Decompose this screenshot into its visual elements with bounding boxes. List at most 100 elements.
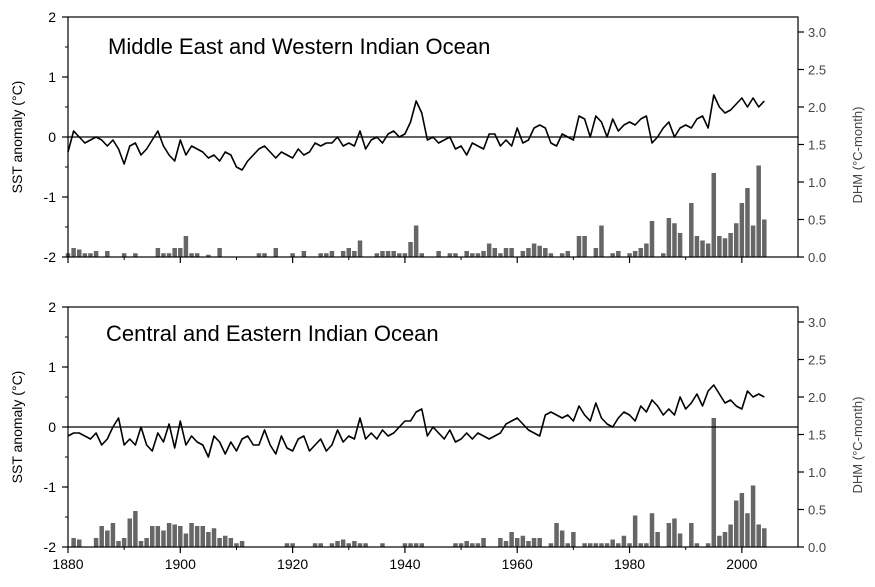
y-left-tick-label: -1 [44,479,57,495]
dhm-bar [262,253,267,257]
dhm-bar [582,543,587,547]
dhm-bar [183,533,189,547]
dhm-bar [537,245,542,257]
dhm-bar [234,543,239,547]
dhm-bar [711,418,717,547]
dhm-bar [616,543,621,547]
sst-anomaly-line [67,94,765,171]
dhm-bar [340,539,346,547]
dhm-bar [728,233,733,257]
dhm-bar [217,538,222,547]
dhm-bar [110,523,116,547]
dhm-bar [273,248,279,257]
dhm-bar [402,543,408,547]
dhm-bar [352,541,357,547]
dhm-bar [161,253,166,257]
dhm-bar [509,248,514,257]
dhm-bar [391,251,396,257]
y-right-tick-label: 3.0 [808,315,826,330]
dhm-bar [660,253,666,257]
dhm-bar [700,240,705,257]
x-tick-label: 1900 [165,556,196,572]
dhm-bar [256,253,262,257]
x-tick-label: 1960 [502,556,533,572]
dhm-bar [745,513,750,547]
y-right-tick-label: 2.0 [808,100,826,115]
dhm-bar [413,543,419,547]
dhm-bar [509,532,514,547]
y-right-tick-label: 1.0 [808,465,826,480]
dhm-bar [419,543,425,547]
dhm-bars [65,165,767,257]
dhm-bar [689,203,694,257]
y-right-tick-label: 2.5 [808,353,826,368]
y-left-axis-label: SST anomaly (°C) [9,81,25,194]
dhm-bar [206,532,211,547]
dhm-bar [599,543,604,547]
dhm-bar [565,251,571,257]
dhm-bar [397,253,402,257]
dhm-bar [722,238,728,257]
dhm-bar [604,543,610,547]
dhm-bar [206,254,211,257]
dhm-bar [694,543,700,547]
dhm-bar [559,253,565,257]
dhm-bar [138,541,144,547]
dhm-bar [621,535,627,547]
dhm-bar [318,253,323,257]
dhm-bar [722,532,728,547]
dhm-bar [666,523,672,547]
dhm-bar [105,251,110,257]
dhm-bar [756,524,761,547]
dhm-bar [672,223,677,257]
dhm-bar [543,248,548,257]
sst-anomaly-line [67,384,765,458]
y-left-tick-label: 0 [48,419,56,435]
dhm-bar [155,526,161,547]
dhm-bar [705,243,711,257]
dhm-bar [632,251,638,257]
dhm-bar [745,188,750,257]
y-right-tick-label: 1.5 [808,138,826,153]
dhm-bar [554,523,559,547]
y-right-axis-label: DHM (°C-month) [850,107,865,204]
y-left-tick-label: -2 [44,539,57,555]
dhm-bar [329,543,335,547]
dhm-bar [492,248,498,257]
dhm-bar [178,526,183,547]
dhm-bar [638,543,644,547]
dhm-bar [470,253,475,257]
dhm-bar [582,236,587,257]
dhm-bar [166,523,172,547]
dhm-bar [750,225,756,257]
dhm-bar [733,500,739,547]
dhm-bar [284,543,290,547]
y-left-tick-label: 1 [48,69,56,85]
dhm-bar [144,538,149,547]
dhm-bar [329,251,335,257]
dhm-bar [733,223,739,257]
y-left-tick-label: 1 [48,359,56,375]
x-tick-label: 1880 [52,556,83,572]
dhm-bar [363,543,368,547]
dhm-bar [503,248,509,257]
dhm-bar [352,251,357,257]
dhm-bar [189,523,194,547]
dhm-bar [627,543,632,547]
y-right-tick-label: 1.0 [808,175,826,190]
dhm-bar [105,530,110,547]
dhm-bar [436,251,441,257]
x-tick-label: 2000 [726,556,757,572]
dhm-bar [149,526,155,547]
dhm-bar [520,251,526,257]
dhm-bar [616,251,621,257]
dhm-bar [82,253,88,257]
dhm-bar [217,248,222,257]
dhm-bar [464,251,469,257]
dhm-bar [762,528,767,547]
dhm-bar [717,236,722,257]
dhm-bar [133,253,138,257]
dhm-bar [728,524,733,547]
dhm-bar [99,526,104,547]
dhm-bar [481,538,486,547]
